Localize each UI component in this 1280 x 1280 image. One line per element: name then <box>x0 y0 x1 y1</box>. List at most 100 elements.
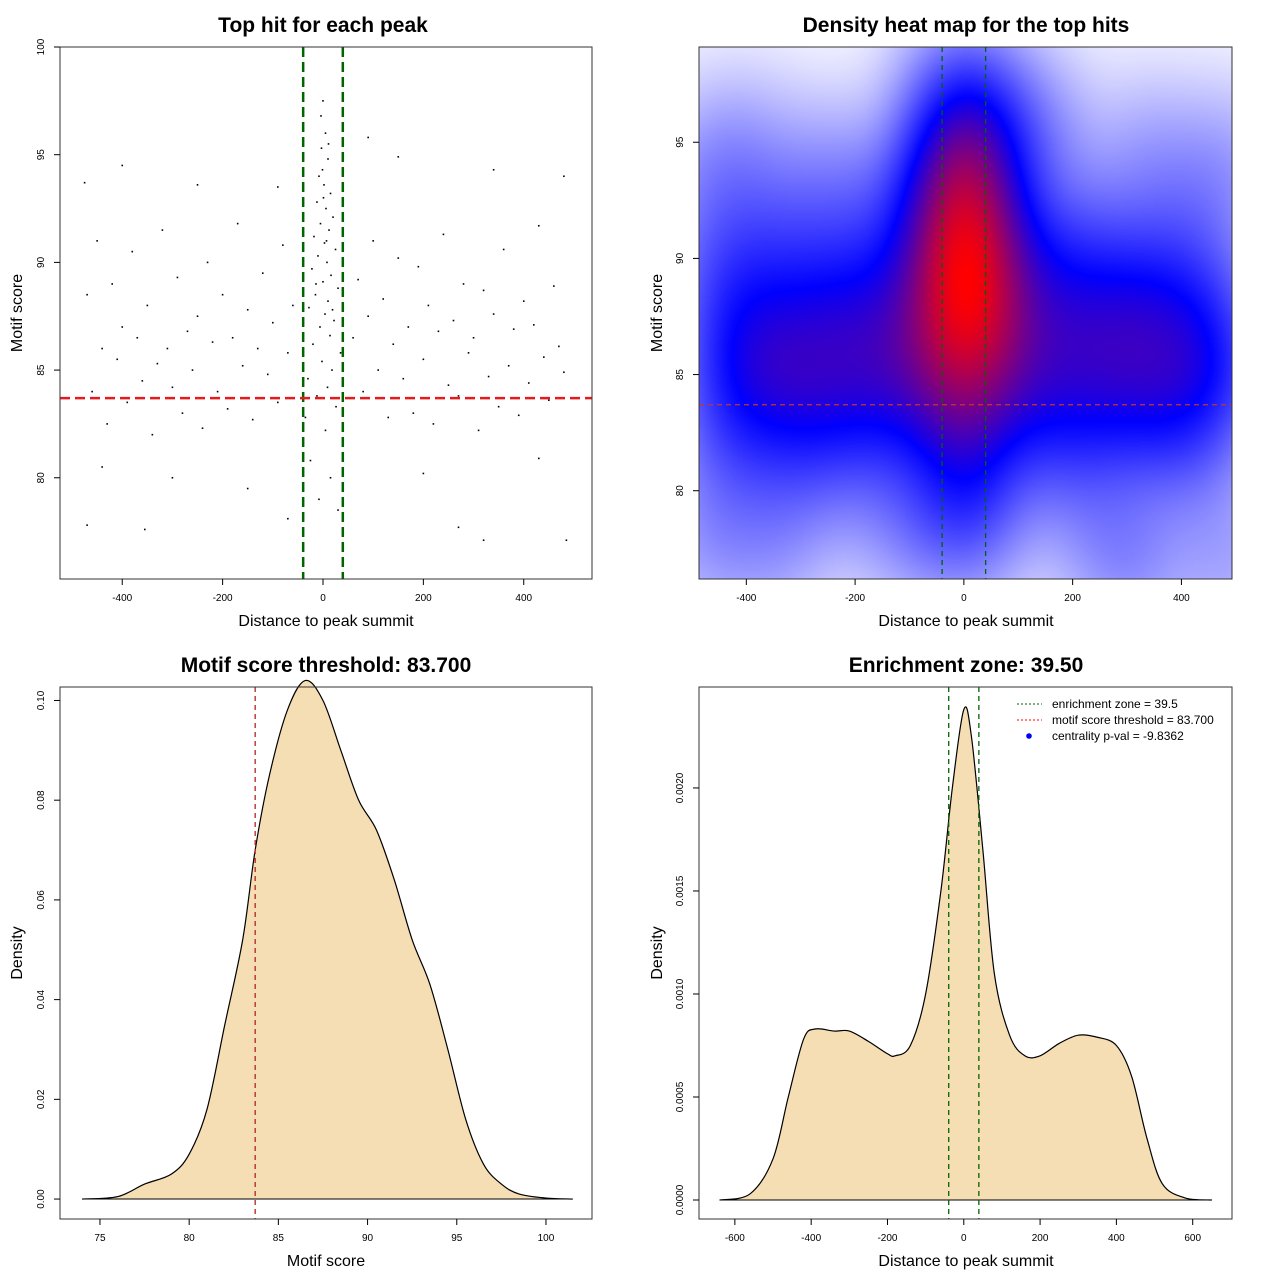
scatter-point <box>324 429 327 432</box>
scatter-point <box>333 319 335 322</box>
scatter-point <box>422 472 425 475</box>
scatter-point <box>282 244 284 246</box>
scatter-point <box>308 306 310 309</box>
panel4-x-tick-label: 600 <box>1184 1233 1201 1244</box>
scatter-point <box>313 235 315 238</box>
scatter-point <box>548 399 550 402</box>
scatter-point <box>261 272 264 274</box>
scatter-point <box>334 248 337 251</box>
scatter-point <box>558 345 560 348</box>
scatter-point <box>452 319 455 322</box>
panel4-x-tick-label: 400 <box>1108 1233 1125 1244</box>
scatter-point <box>339 352 342 354</box>
scatter-point <box>186 330 189 333</box>
panel2-ylabel: Motif score <box>649 274 666 352</box>
scatter-point <box>91 390 93 393</box>
scatter-point <box>116 358 119 361</box>
scatter-point <box>322 280 324 283</box>
scatter-point <box>377 369 379 371</box>
scatter-point <box>266 373 269 376</box>
scatter-point <box>387 416 390 419</box>
scatter-point <box>171 386 174 389</box>
panel4-x-tick-label: -200 <box>877 1233 897 1244</box>
scatter-point <box>319 326 321 328</box>
scatter-point <box>318 175 320 178</box>
scatter-point <box>144 528 146 531</box>
scatter-point <box>323 184 325 186</box>
panel3-x-tick-label: 80 <box>184 1233 196 1244</box>
panel4-y-tick-label: 0.0020 <box>675 772 686 803</box>
panel4-plot-frame <box>698 686 1233 1220</box>
scatter-point <box>323 242 326 244</box>
scatter-point <box>320 147 323 150</box>
density-heatmap <box>699 47 1232 579</box>
scatter-point <box>527 382 530 384</box>
panel3-y-tick-label: 0.10 <box>36 690 47 710</box>
panel4-y-tick-label: 0.0015 <box>675 875 686 906</box>
scatter-point <box>457 395 460 397</box>
scatter-point <box>246 308 249 311</box>
scatter-point <box>367 136 369 139</box>
scatter-point <box>327 300 329 302</box>
panel1-y-tick-label: 100 <box>36 38 47 55</box>
scatter-point <box>457 526 460 529</box>
scatter-point <box>522 300 525 302</box>
panel2-x-tick-label: 0 <box>961 593 967 604</box>
panel3-ylabel: Density <box>9 926 26 979</box>
scatter-point <box>329 334 331 337</box>
scatter-point <box>538 457 540 460</box>
scatter-point <box>83 181 86 184</box>
scatter-point <box>563 371 565 374</box>
scatter-point <box>121 164 124 167</box>
scatter-point <box>304 416 307 419</box>
scatter-point <box>563 175 565 178</box>
scatter-point <box>325 240 328 242</box>
scatter-point <box>181 412 184 414</box>
scatter-point <box>256 347 259 350</box>
scatter-point <box>206 261 209 264</box>
scatter-point <box>121 326 124 328</box>
scatter-point <box>372 240 374 242</box>
scatter-point <box>314 293 317 296</box>
panel1-x-tick-label: -400 <box>112 593 132 604</box>
scatter-point <box>543 356 545 358</box>
scatter-point <box>327 158 329 160</box>
scatter-point <box>332 216 334 218</box>
panel1-y-tick-label: 90 <box>36 256 47 268</box>
scatter-point <box>352 336 354 339</box>
scatter-point <box>171 476 174 479</box>
scatter-point <box>437 330 440 333</box>
panel1-x-tick-label: -200 <box>213 593 233 604</box>
scatter-point <box>277 186 279 188</box>
panel4-x-tick-label: 200 <box>1032 1233 1049 1244</box>
panel4-title: Enrichment zone: 39.50 <box>849 654 1084 677</box>
scatter-point <box>136 336 139 339</box>
scatter-point <box>146 304 149 307</box>
scatter-point <box>166 347 169 350</box>
panel4-ylabel: Density <box>649 926 666 979</box>
scatter-point <box>397 257 400 259</box>
panel1-plot-frame <box>59 46 593 580</box>
scatter-point <box>111 283 113 285</box>
panel1-ylabel: Motif score <box>9 274 26 352</box>
scatter-point <box>427 304 430 307</box>
panel1-xlabel: Distance to peak summit <box>238 613 414 630</box>
scatter-point <box>337 287 339 290</box>
legend-label-centrality-pval: centrality p-val = -9.8362 <box>1052 729 1184 743</box>
legend-label-motif-threshold: motif score threshold = 83.700 <box>1052 713 1214 727</box>
scatter-point <box>417 265 420 268</box>
scatter-point <box>517 414 520 417</box>
scatter-point <box>335 405 337 408</box>
scatter-point <box>86 293 88 296</box>
panel2-plot-frame <box>698 46 1233 580</box>
panel1-y-tick-label: 80 <box>36 472 47 484</box>
scatter-point <box>277 401 279 404</box>
panel3-density-fill <box>82 680 573 1200</box>
panel3-y-tick-label: 0.02 <box>36 1089 47 1109</box>
scatter-point <box>196 315 199 318</box>
scatter-point <box>538 224 540 227</box>
scatter-point <box>432 423 435 425</box>
scatter-point <box>402 377 405 380</box>
scatter-point <box>492 313 495 315</box>
scatter-point <box>322 196 325 199</box>
